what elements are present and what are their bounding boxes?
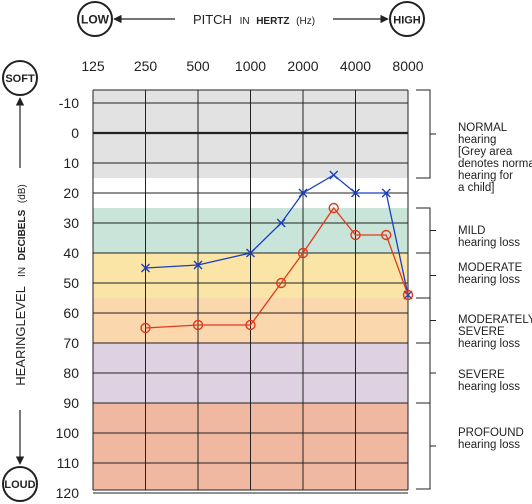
level-side-axis: SOFT LOUD HEARINGLEVEL IN DECIBELS (dB) <box>2 60 38 502</box>
pitch-title-in: IN <box>240 16 250 27</box>
hearing-level-paren: (dB) <box>17 184 28 203</box>
y-tick-label: 70 <box>63 335 79 351</box>
band-label-line: hearing loss <box>458 237 520 249</box>
grid <box>92 89 409 494</box>
band-bracket <box>416 342 436 404</box>
cross-marker <box>298 188 308 198</box>
x-tick-label: 1000 <box>235 58 266 74</box>
cross-marker <box>246 248 255 258</box>
band-label-line: SEVERE <box>458 326 505 338</box>
y-tick-label: 90 <box>63 395 79 411</box>
y-tick-labels: -10 0 10 20 30 40 50 60 70 80 90 100 110 120 <box>56 95 80 501</box>
high-badge <box>389 1 425 37</box>
x-tick-label: 125 <box>81 58 105 74</box>
pitch-title-main: PITCH <box>193 12 232 27</box>
low-label: LOW <box>81 13 110 27</box>
x-tick-label: 500 <box>186 58 210 74</box>
pitch-title-unit: HERTZ <box>256 16 289 27</box>
x-tick-label: 250 <box>134 58 158 74</box>
band-bracket <box>416 402 436 490</box>
x-tick-label: 4000 <box>340 58 371 74</box>
band-label-line: a child] <box>458 182 494 194</box>
cross-marker <box>276 218 286 228</box>
band-label-3: MODERATELY SEVERE hearing loss <box>458 314 532 350</box>
y-tick-label: 50 <box>63 275 79 291</box>
band-label-line: hearing loss <box>458 338 520 350</box>
band-label-line: PROFOUND <box>458 427 524 439</box>
circle-marker <box>140 322 151 334</box>
cross-marker <box>193 260 203 270</box>
circle-marker <box>297 247 309 259</box>
band-brackets <box>416 89 436 490</box>
band-label-line: NORMAL <box>458 122 508 134</box>
band-bracket <box>416 207 436 254</box>
band-label-line: MODERATE <box>458 262 523 274</box>
band-label-4: SEVERE hearing loss <box>458 369 520 393</box>
band-label-line: MODERATELY <box>458 314 532 326</box>
band-label-5: PROFOUND hearing loss <box>458 427 524 451</box>
y-tick-label: 60 <box>63 305 79 321</box>
soft-badge <box>2 60 38 96</box>
circle-marker <box>245 319 256 331</box>
loud-label: LOUD <box>4 479 35 491</box>
loud-badge <box>2 466 38 502</box>
cross-marker <box>351 188 360 198</box>
band-label-line: hearing loss <box>458 439 520 451</box>
hearing-level-main: HEARINGLEVEL <box>13 286 28 385</box>
band-labels: NORMAL hearing [Grey area denotes normal hea… <box>458 122 532 451</box>
band-bracket <box>416 252 436 299</box>
y-tick-label: 120 <box>56 485 80 501</box>
cross-marker <box>141 263 150 273</box>
y-tick-label: 0 <box>71 125 79 141</box>
y-tick-label: 10 <box>63 155 79 171</box>
pitch-title: PITCH IN HERTZ (Hz) <box>193 12 315 27</box>
circle-marker <box>276 277 287 289</box>
band-label-line: MILD <box>458 225 485 237</box>
band-label-line: hearing loss <box>458 381 520 393</box>
band-bracket <box>416 89 436 179</box>
band-label-line: hearing <box>458 134 496 146</box>
series-line-circle <box>145 206 409 329</box>
x-tick-labels: 125 250 500 1000 2000 4000 8000 <box>81 58 423 74</box>
y-tick-label: -10 <box>59 95 79 111</box>
circle-marker <box>381 229 392 241</box>
band-label-1: MILD hearing loss <box>458 225 520 249</box>
band-bracket <box>416 297 436 344</box>
pitch-title-paren: (Hz) <box>296 16 315 27</box>
band-label-0: NORMAL hearing [Grey area denotes normal hea… <box>458 122 532 194</box>
hearing-level-unit: DECIBELS <box>17 209 28 260</box>
y-tick-label: 80 <box>63 365 79 381</box>
band-label-line: [Grey area <box>458 146 513 158</box>
high-label: HIGH <box>393 15 421 27</box>
y-tick-label: 110 <box>57 455 80 471</box>
hearing-level-in: IN <box>17 267 28 277</box>
circle-marker <box>328 202 339 214</box>
hearing-level-axis-label: HEARINGLEVEL IN DECIBELS (dB) <box>13 184 28 386</box>
y-tick-label: 40 <box>63 245 79 261</box>
circle-marker <box>350 229 361 241</box>
band-label-line: hearing for <box>458 170 513 182</box>
cross-marker <box>329 170 339 180</box>
circle-marker <box>402 289 414 301</box>
cross-marker <box>381 188 391 198</box>
low-badge <box>77 1 113 37</box>
y-tick-label: 30 <box>63 215 79 231</box>
x-tick-label: 2000 <box>287 58 318 74</box>
circle-marker <box>192 319 204 331</box>
x-tick-label: 8000 <box>392 58 423 74</box>
pitch-header: LOW HIGH PITCH IN HERTZ (Hz) <box>77 1 425 37</box>
band-label-line: SEVERE <box>458 369 505 381</box>
band-label-2: MODERATE hearing loss <box>458 262 523 286</box>
soft-label: SOFT <box>5 73 35 85</box>
data-series <box>140 170 414 334</box>
band-label-line: hearing loss <box>458 274 520 286</box>
band-label-line: denotes normal <box>458 158 532 170</box>
y-tick-label: 100 <box>56 425 80 441</box>
y-tick-label: 20 <box>63 185 79 201</box>
